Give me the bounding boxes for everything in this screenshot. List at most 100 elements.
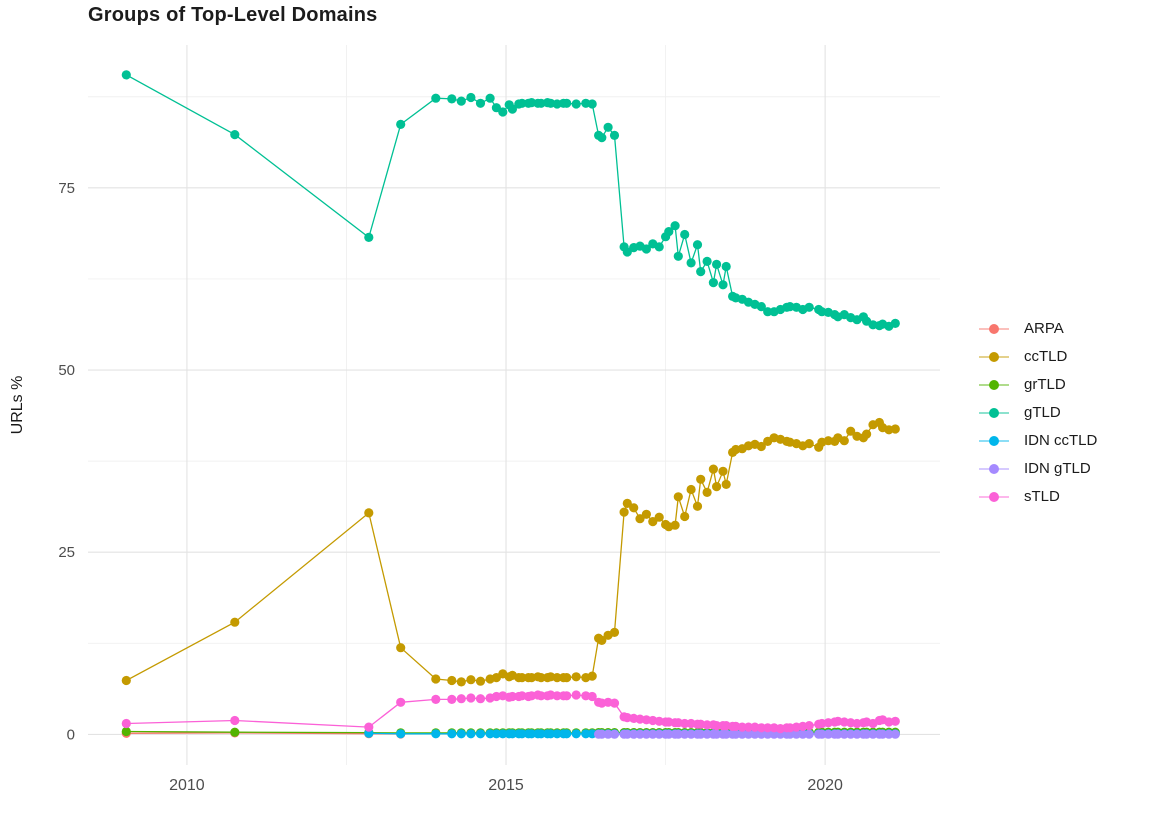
data-point — [456, 694, 466, 704]
data-point — [862, 429, 872, 439]
data-point — [673, 729, 683, 739]
data-point — [466, 693, 476, 703]
data-point — [121, 726, 131, 737]
data-point — [670, 221, 680, 231]
legend-label-stld: sTLD — [1024, 488, 1060, 505]
data-point — [673, 492, 683, 502]
y-tick-label: 50 — [58, 362, 75, 379]
data-point — [721, 729, 731, 739]
data-point — [686, 484, 696, 495]
legend-key-icon — [979, 352, 1009, 362]
data-point — [702, 729, 712, 739]
data-point — [527, 729, 537, 739]
data-point — [756, 723, 766, 733]
data-point — [804, 729, 814, 739]
data-point — [517, 98, 527, 108]
data-point — [696, 729, 706, 739]
data-point — [702, 256, 712, 266]
data-point — [718, 280, 728, 290]
legend-key-icon — [979, 492, 1009, 502]
data-point — [648, 729, 658, 739]
data-point — [846, 729, 856, 739]
data-point — [862, 729, 872, 739]
data-point — [507, 729, 517, 739]
legend-key-icon — [979, 324, 1009, 334]
data-point — [664, 227, 674, 237]
data-point — [890, 729, 900, 739]
data-point — [890, 716, 900, 726]
series-idn-gtld — [594, 729, 900, 739]
data-point — [603, 122, 613, 132]
data-point — [686, 258, 696, 268]
legend-item-idn-gtld: IDN gTLD — [976, 460, 1097, 478]
data-point — [475, 98, 486, 108]
data-point — [622, 247, 632, 257]
data-point — [635, 514, 645, 524]
legend-label-arpa: ARPA — [1024, 320, 1064, 337]
data-point — [743, 722, 754, 732]
data-point — [654, 729, 664, 739]
data-point — [763, 729, 773, 739]
data-point — [536, 691, 546, 701]
data-point — [721, 261, 731, 272]
data-point — [696, 267, 706, 277]
data-point — [737, 729, 747, 739]
data-point — [673, 251, 683, 261]
data-point — [121, 675, 131, 686]
legend-item-grtld: grTLD — [976, 376, 1097, 394]
data-point — [823, 729, 833, 739]
data-point — [431, 729, 441, 739]
data-point — [712, 259, 722, 269]
data-point — [396, 697, 406, 707]
data-point — [230, 130, 240, 140]
data-point — [485, 93, 495, 103]
data-point — [641, 509, 652, 519]
data-point — [721, 479, 731, 489]
data-point — [654, 242, 664, 252]
legend-item-arpa: ARPA — [976, 320, 1097, 338]
data-point — [364, 722, 374, 732]
data-point — [731, 729, 741, 739]
data-point — [552, 729, 562, 739]
data-point — [447, 694, 457, 705]
data-point — [692, 240, 703, 250]
legend-label-cctld: ccTLD — [1024, 348, 1068, 365]
data-point — [712, 482, 722, 492]
data-point — [536, 729, 546, 739]
data-point — [364, 232, 374, 242]
x-tick-label: 2020 — [807, 777, 843, 794]
data-point — [791, 729, 802, 739]
data-point — [485, 729, 495, 739]
data-point — [552, 691, 562, 701]
y-axis-title: URLs % — [9, 376, 26, 435]
series-stld — [121, 690, 900, 734]
series-cctld — [121, 417, 900, 687]
data-point — [230, 715, 240, 726]
data-point — [833, 729, 843, 739]
data-point — [629, 503, 639, 513]
data-point — [798, 729, 808, 739]
legend-label-gtld: gTLD — [1024, 404, 1061, 421]
data-point — [696, 474, 706, 484]
data-point — [609, 130, 620, 140]
data-point — [890, 318, 900, 328]
legend-item-stld: sTLD — [976, 488, 1097, 506]
data-point — [804, 721, 814, 731]
legend-key-icon — [979, 380, 1009, 390]
data-point — [475, 729, 486, 739]
data-point — [491, 729, 501, 739]
legend-item-idn-cctld: IDN ccTLD — [976, 432, 1097, 450]
data-point — [431, 93, 441, 103]
data-point — [562, 729, 572, 739]
data-point — [466, 92, 476, 103]
data-point — [804, 439, 814, 449]
data-point — [743, 729, 754, 739]
data-point — [680, 511, 690, 522]
data-point — [431, 694, 441, 705]
data-point — [517, 729, 527, 739]
data-point — [609, 627, 620, 638]
data-point — [629, 729, 639, 739]
data-point — [763, 307, 773, 317]
